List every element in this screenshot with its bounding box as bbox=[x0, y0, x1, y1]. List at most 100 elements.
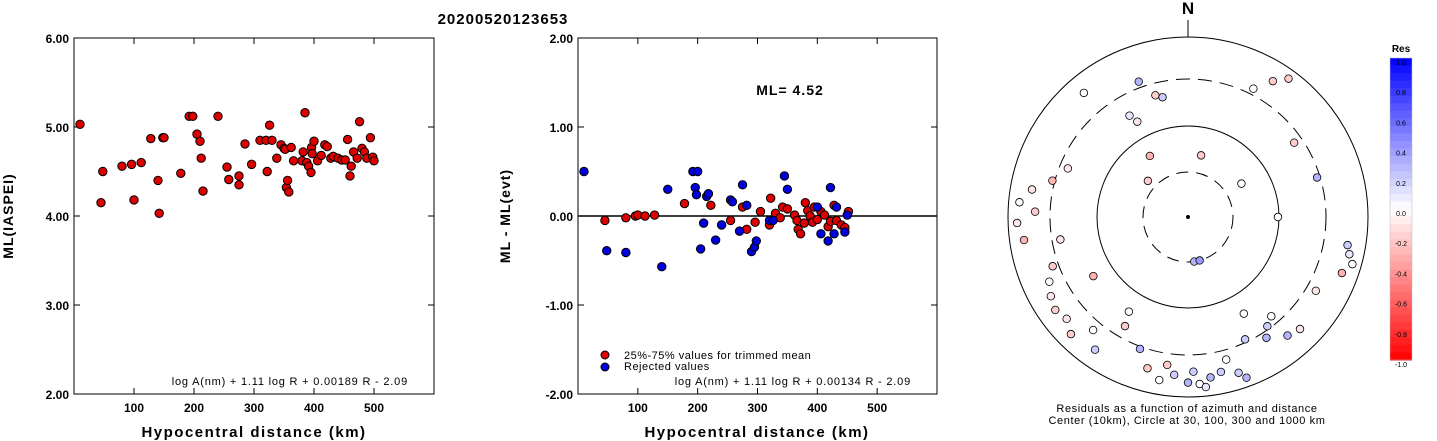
data-point bbox=[316, 150, 326, 161]
data-point bbox=[298, 147, 308, 157]
colorbar-cell bbox=[1390, 88, 1412, 97]
xlabel-2: Hypocentral distance (km) bbox=[644, 424, 869, 441]
data-point bbox=[716, 220, 727, 230]
data-point bbox=[262, 166, 272, 177]
data-point bbox=[812, 202, 823, 212]
station-marker bbox=[1195, 256, 1204, 265]
data-point bbox=[195, 136, 205, 146]
colorbar-cell bbox=[1390, 344, 1412, 354]
station-marker bbox=[1311, 286, 1321, 295]
colorbar-cell bbox=[1390, 80, 1412, 89]
colorbar-tick-label: 0.8 bbox=[1396, 90, 1406, 97]
data-point bbox=[345, 171, 355, 181]
ring-300km bbox=[1049, 78, 1327, 356]
data-point bbox=[703, 189, 714, 199]
colorbar-cell bbox=[1390, 65, 1412, 74]
station-marker bbox=[1183, 378, 1193, 387]
colorbar-cell bbox=[1390, 246, 1412, 255]
colorbar-cell bbox=[1390, 125, 1412, 135]
data-point bbox=[322, 141, 332, 152]
colorbar-cell bbox=[1390, 299, 1412, 308]
data-point bbox=[663, 184, 673, 195]
tick-layer-1: 100 200 300 400 500 2.00 3.00 4.00 5.00 6.00 bbox=[46, 32, 434, 415]
station-marker bbox=[1027, 185, 1037, 194]
station-marker bbox=[1268, 76, 1278, 86]
station-marker bbox=[1289, 138, 1299, 147]
data-point bbox=[288, 156, 299, 166]
station-marker bbox=[1062, 314, 1071, 324]
plot-frame-1 bbox=[73, 37, 435, 395]
station-marker bbox=[1249, 84, 1258, 93]
colorbar-cell bbox=[1390, 163, 1412, 172]
station-marker bbox=[1163, 360, 1172, 370]
caption-line2: Center (10km), Circle at 30, 100, 300 an… bbox=[1048, 415, 1325, 427]
data-point bbox=[602, 246, 612, 256]
data-point bbox=[240, 139, 250, 149]
data-point bbox=[272, 153, 282, 163]
data-point bbox=[799, 218, 809, 228]
x-tick-label: 100 bbox=[628, 401, 648, 415]
data-point bbox=[75, 119, 85, 130]
station-marker bbox=[1019, 235, 1029, 245]
station-marker bbox=[1051, 305, 1060, 315]
colorbar-cell bbox=[1390, 337, 1412, 346]
data-point bbox=[352, 153, 362, 163]
station-marker bbox=[1284, 74, 1293, 83]
y-tick-label: 0.00 bbox=[550, 210, 574, 224]
colorbar-cell bbox=[1390, 239, 1412, 248]
data-point bbox=[825, 182, 836, 193]
colorbar-cell bbox=[1390, 269, 1412, 278]
colorbar-cell bbox=[1390, 314, 1412, 323]
y-tick-label: 2.00 bbox=[46, 388, 70, 402]
colorbar-cells bbox=[1389, 57, 1413, 361]
ring-30km bbox=[1142, 171, 1234, 263]
data-point bbox=[159, 132, 169, 143]
colorbar-title: Res bbox=[1392, 44, 1411, 55]
panel-ml-iaspei: 100 200 300 400 500 2.00 3.00 4.00 5.00 6.00 ML(I… bbox=[0, 32, 435, 441]
station-marker bbox=[1345, 250, 1354, 259]
colorbar-cell bbox=[1390, 254, 1412, 263]
station-marker bbox=[1158, 93, 1167, 102]
colorbar-cell bbox=[1390, 292, 1412, 301]
station-marker bbox=[1151, 91, 1160, 100]
station-marker bbox=[1088, 325, 1098, 335]
data-point bbox=[96, 197, 106, 208]
y-tick-label: 4.00 bbox=[46, 210, 70, 224]
station-marker bbox=[1143, 176, 1153, 186]
data-point bbox=[246, 159, 257, 170]
data-point bbox=[282, 175, 293, 186]
station-marker bbox=[1237, 179, 1246, 188]
xlabel-1: Hypocentral distance (km) bbox=[141, 424, 366, 441]
station-marker bbox=[1079, 88, 1089, 98]
station-marker bbox=[1295, 324, 1305, 334]
colorbar: Res 1.0 0.8 0.6 0.4 0.2 0.0 -0.2 -0.4 -0.6 -0.8 -1… bbox=[1389, 44, 1413, 369]
station-marker bbox=[1239, 309, 1248, 318]
station-marker bbox=[1063, 164, 1073, 173]
y-tick-label: 1.00 bbox=[550, 121, 574, 135]
data-point bbox=[710, 235, 721, 245]
station-marker bbox=[1206, 373, 1215, 382]
data-point bbox=[750, 217, 760, 227]
station-marker bbox=[1046, 292, 1056, 301]
data-point bbox=[755, 206, 766, 217]
data-point bbox=[129, 195, 139, 205]
station-marker bbox=[1048, 176, 1057, 185]
data-point bbox=[727, 197, 738, 207]
station-marker bbox=[1348, 259, 1357, 269]
legend-marker-rejected bbox=[600, 362, 610, 372]
station-marker bbox=[1216, 367, 1226, 377]
station-marker bbox=[1196, 151, 1206, 160]
polar-points-layer bbox=[1012, 74, 1357, 392]
ylabel-1: ML(IASPEI) bbox=[0, 173, 16, 258]
data-point bbox=[284, 187, 294, 197]
north-label: N bbox=[1182, 0, 1194, 18]
x-tick-label: 400 bbox=[807, 401, 827, 415]
x-tick-label: 500 bbox=[364, 401, 384, 415]
data-point bbox=[691, 189, 702, 200]
station-marker bbox=[1090, 345, 1100, 354]
data-point bbox=[698, 218, 709, 228]
x-tick-label: 200 bbox=[688, 401, 708, 415]
data-point bbox=[725, 215, 736, 226]
formula-1: log A(nm) + 1.11 log R + 0.00189 R - 2.0… bbox=[172, 376, 408, 388]
data-point bbox=[354, 116, 365, 127]
